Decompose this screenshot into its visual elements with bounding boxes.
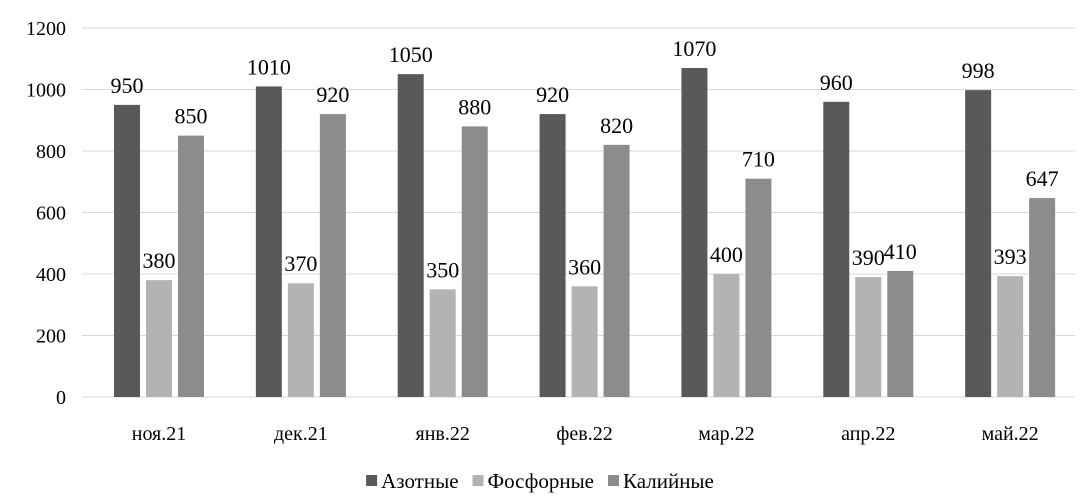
y-tick-label: 200 [36, 326, 66, 348]
x-tick-label: мар.22 [698, 423, 754, 445]
data-label: 1050 [389, 42, 433, 67]
y-tick-label: 800 [36, 141, 66, 163]
legend: Азотные Фосфорные Калийные [366, 469, 714, 493]
bar-3-6 [887, 270, 914, 397]
legend-label: Калийные [623, 469, 714, 493]
legend-item: Азотные [366, 469, 459, 493]
legend-item: Калийные [608, 469, 714, 493]
legend-label: Фосфорные [488, 469, 594, 493]
bar-1-2 [255, 86, 282, 398]
bar-2-6 [855, 277, 882, 397]
x-tick-label: янв.22 [416, 423, 470, 445]
data-label: 380 [143, 248, 176, 273]
x-tick-label: дек.21 [274, 423, 328, 445]
legend-item: Фосфорные [472, 469, 594, 493]
data-labels: 950 1010 1050 920 1070 960 998 380 370 350 360 400 3… [111, 36, 1059, 282]
bar-2-4 [571, 286, 598, 397]
data-label: 920 [536, 82, 569, 107]
bar-1-1 [114, 104, 140, 397]
data-label: 960 [820, 70, 853, 95]
data-label: 393 [994, 244, 1027, 269]
data-label: 400 [710, 242, 743, 267]
gridlines [82, 27, 1075, 398]
y-axis: 0 200 400 600 800 1000 1200 [26, 18, 66, 409]
data-label: 390 [852, 245, 885, 270]
legend-label: Азотные [381, 469, 458, 493]
legend-swatch [472, 475, 484, 486]
y-tick-label: 1000 [26, 80, 66, 102]
data-label: 647 [1026, 166, 1059, 191]
bar-2-3 [429, 289, 456, 397]
x-tick-label: май.22 [982, 423, 1039, 445]
data-label: 920 [316, 82, 349, 107]
bar-1-7 [965, 90, 992, 398]
bars [114, 67, 1056, 398]
data-label: 998 [962, 58, 995, 83]
y-tick-label: 400 [36, 264, 66, 286]
x-tick-label: апр.22 [841, 423, 895, 445]
bar-3-5 [745, 178, 772, 397]
y-tick-label: 1200 [26, 18, 66, 40]
bar-3-1 [178, 135, 204, 397]
bar-2-1 [146, 280, 172, 397]
bar-2-5 [713, 274, 740, 397]
bar-3-3 [461, 126, 488, 398]
legend-swatch [366, 475, 378, 486]
y-tick-label: 600 [36, 203, 66, 225]
bar-2-7 [997, 276, 1024, 397]
data-label: 1070 [672, 36, 716, 61]
x-tick-label: ноя.21 [132, 423, 187, 445]
bar-1-6 [823, 101, 850, 398]
data-label: 710 [742, 147, 775, 172]
bar-1-5 [681, 67, 708, 397]
legend-swatch [608, 475, 620, 486]
bar-3-4 [603, 144, 630, 397]
data-label: 850 [175, 104, 208, 129]
data-label: 410 [884, 239, 917, 264]
bar-3-7 [1029, 198, 1056, 397]
data-label: 820 [600, 113, 633, 138]
y-tick-label: 0 [56, 387, 66, 409]
data-label: 1010 [247, 54, 291, 79]
data-label: 350 [426, 257, 459, 282]
bar-2-2 [287, 283, 314, 397]
data-label: 950 [111, 73, 144, 98]
bar-1-3 [397, 74, 424, 397]
data-label: 360 [568, 254, 601, 279]
data-label: 370 [284, 251, 317, 276]
bar-1-4 [539, 114, 566, 397]
x-axis: ноя.21 дек.21 янв.22 фев.22 мар.22 апр.22 май.… [132, 423, 1039, 445]
x-tick-label: фев.22 [556, 423, 612, 445]
data-label: 880 [458, 94, 491, 119]
bar-3-2 [319, 114, 346, 397]
